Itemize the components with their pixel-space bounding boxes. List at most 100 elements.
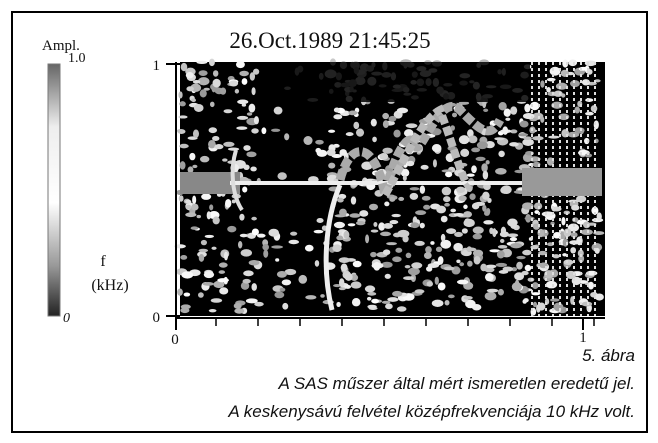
noise	[395, 247, 403, 253]
noise	[423, 204, 431, 210]
noise	[460, 148, 470, 158]
noise	[489, 249, 501, 253]
noise	[288, 239, 300, 245]
noise	[181, 271, 194, 279]
noise	[406, 160, 415, 167]
noise	[370, 118, 377, 127]
signal	[381, 104, 474, 198]
noise	[274, 291, 285, 299]
noise	[241, 103, 247, 107]
noise	[380, 231, 392, 237]
noise	[437, 256, 444, 265]
noise	[405, 123, 418, 129]
noise	[463, 211, 473, 218]
noise	[594, 293, 604, 301]
noise	[344, 272, 353, 281]
noise	[373, 222, 378, 227]
noise	[223, 251, 229, 261]
noise	[540, 116, 545, 123]
noise	[187, 166, 194, 174]
noise	[387, 297, 399, 302]
noise	[576, 195, 587, 203]
noise	[276, 270, 287, 278]
noise	[445, 171, 453, 178]
x-tick-label: 1	[579, 330, 587, 346]
noise	[174, 244, 186, 249]
noise	[261, 127, 267, 135]
noise	[400, 168, 410, 177]
noise	[256, 233, 266, 238]
noise	[196, 214, 202, 219]
noise	[440, 239, 452, 249]
noise	[305, 295, 317, 300]
noise	[482, 191, 490, 200]
noise	[440, 233, 446, 242]
noise	[385, 303, 393, 310]
noise	[350, 196, 357, 205]
noise	[203, 271, 215, 279]
noise	[483, 108, 489, 113]
noise	[561, 217, 566, 226]
noise	[431, 144, 442, 153]
noise	[463, 218, 475, 228]
noise	[391, 213, 401, 218]
noise	[239, 233, 248, 238]
noise	[430, 241, 435, 245]
noise	[185, 72, 194, 79]
noise	[510, 106, 518, 115]
noise	[436, 205, 447, 214]
noise	[211, 246, 217, 250]
noise	[197, 292, 204, 298]
noise	[364, 285, 376, 293]
noise	[519, 120, 529, 128]
noise	[178, 195, 184, 202]
noise	[514, 272, 525, 281]
noise	[410, 222, 420, 229]
noise	[192, 79, 201, 84]
noise	[485, 264, 497, 269]
noise	[345, 132, 354, 137]
noise	[532, 301, 538, 308]
noise	[227, 225, 237, 233]
noise	[245, 298, 258, 304]
noise	[452, 112, 458, 118]
noise	[192, 195, 197, 205]
noise	[437, 282, 446, 291]
dark-band	[260, 62, 530, 102]
noise	[268, 228, 280, 237]
noise	[337, 197, 344, 203]
noise	[219, 287, 229, 295]
noise	[431, 299, 444, 307]
noise	[384, 201, 390, 207]
noise	[571, 204, 580, 211]
noise	[290, 231, 298, 236]
noise	[210, 298, 223, 303]
noise	[199, 89, 207, 98]
noise	[349, 213, 361, 218]
noise	[553, 90, 563, 97]
noise	[219, 87, 227, 95]
noise	[392, 256, 402, 263]
noise	[241, 78, 248, 85]
y-label: f	[100, 253, 106, 270]
noise	[367, 304, 377, 309]
noise	[208, 139, 216, 149]
noise	[456, 279, 469, 285]
noise	[343, 230, 350, 239]
noise	[201, 193, 212, 200]
noise	[500, 185, 512, 195]
noise	[454, 231, 463, 237]
noise	[459, 262, 465, 267]
noise	[222, 158, 228, 162]
signal	[323, 184, 343, 311]
noise	[540, 80, 545, 88]
noise	[372, 136, 377, 143]
noise	[353, 121, 360, 130]
noise	[495, 262, 508, 268]
noise	[591, 206, 599, 215]
noise	[440, 215, 448, 223]
noise	[231, 199, 236, 204]
noise	[192, 164, 198, 169]
noise	[236, 60, 245, 69]
